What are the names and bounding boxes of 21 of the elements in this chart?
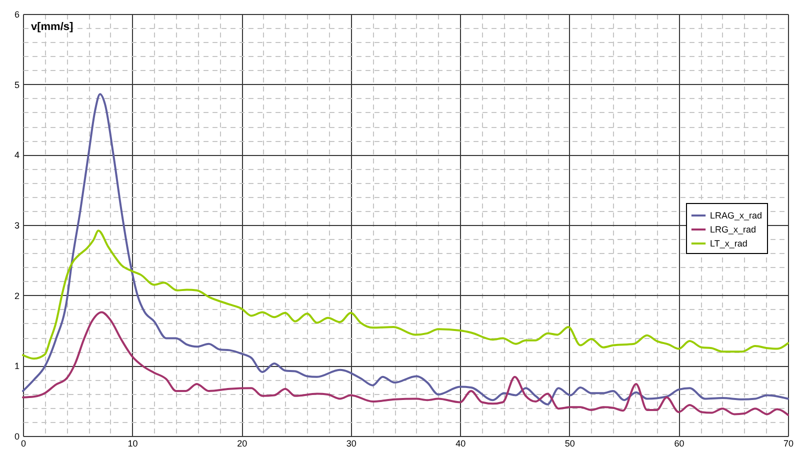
- x-tick-label: 40: [456, 438, 466, 448]
- x-tick-label: 50: [564, 438, 575, 448]
- y-tick-label: 6: [14, 10, 20, 20]
- x-tick-label: 60: [674, 438, 684, 448]
- y-axis-title: v[mm/s]: [31, 21, 74, 33]
- x-tick-label: 70: [783, 438, 794, 448]
- line-series: [22, 93, 789, 406]
- y-tick-label: 0: [14, 432, 20, 442]
- y-tick-label: 5: [14, 80, 20, 90]
- x-tick-label: 30: [346, 438, 356, 448]
- legend-label: LRAG_x_rad: [710, 210, 762, 220]
- y-tick-label: 4: [14, 150, 20, 160]
- legend-label: LRG_x_rad: [710, 224, 756, 234]
- y-tick-label: 3: [14, 220, 20, 230]
- legend-label: LT_x_rad: [710, 238, 748, 248]
- y-tick-label: 1: [14, 361, 20, 372]
- x-tick-label: 0: [20, 438, 26, 448]
- x-tick-label: 10: [128, 438, 138, 448]
- line-series: [22, 311, 789, 416]
- x-tick-label: 20: [237, 438, 248, 448]
- y-tick-label: 2: [14, 290, 20, 301]
